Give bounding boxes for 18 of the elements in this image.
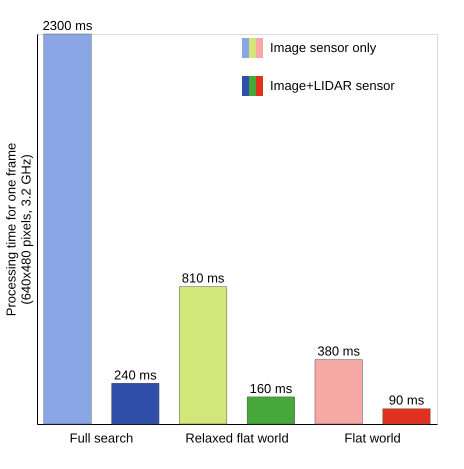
bar bbox=[382, 408, 430, 424]
bar bbox=[44, 34, 92, 424]
legend-label: Image sensor only bbox=[270, 40, 377, 55]
legend-label: Image+LIDAR sensor bbox=[270, 78, 396, 93]
data-label: 240 ms bbox=[114, 367, 158, 382]
bar bbox=[246, 396, 295, 424]
y-axis-title: Processing time for one frame (640x480 pixels, 3.2 GHz) bbox=[4, 142, 34, 316]
data-label: 810 ms bbox=[182, 270, 225, 286]
bar bbox=[111, 383, 160, 424]
bar bbox=[179, 286, 228, 424]
bar bbox=[314, 359, 363, 424]
data-label: 160 ms bbox=[250, 380, 293, 396]
data-label: 2300 ms bbox=[42, 18, 93, 33]
x-tick-label: Relaxed flat world bbox=[185, 430, 289, 446]
data-label: 380 ms bbox=[317, 344, 361, 359]
data-label: 90 ms bbox=[388, 392, 425, 408]
x-tick-label: Flat world bbox=[344, 430, 401, 446]
x-tick-label: Full search bbox=[70, 430, 134, 446]
